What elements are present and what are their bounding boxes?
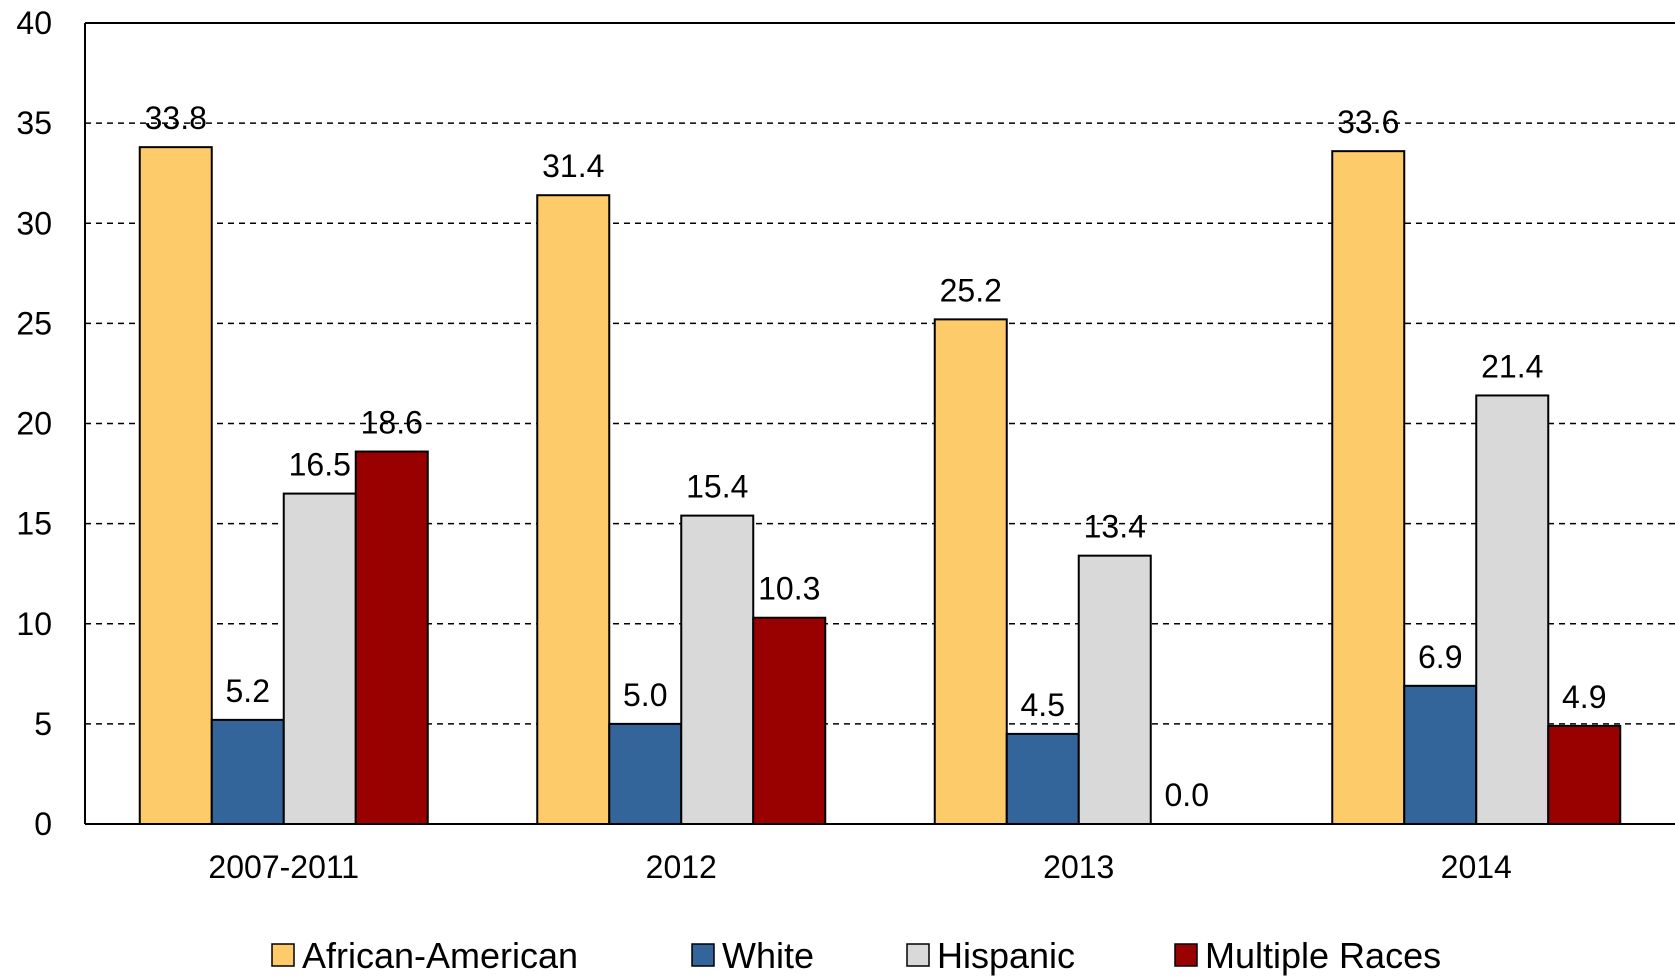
data-label: 33.8 <box>145 100 207 136</box>
data-label: 15.4 <box>686 469 748 505</box>
x-tick-label: 2012 <box>646 849 717 885</box>
y-tick-label: 20 <box>16 406 52 442</box>
data-label: 4.9 <box>1562 679 1606 715</box>
legend-label: African-American <box>302 935 578 976</box>
legend-swatch <box>1174 943 1198 967</box>
y-tick-label: 5 <box>34 706 52 742</box>
data-label: 25.2 <box>940 272 1002 308</box>
data-label: 18.6 <box>361 405 423 441</box>
bar <box>138 146 213 825</box>
x-tick-label: 2007-2011 <box>208 849 359 885</box>
data-label: 33.6 <box>1337 104 1399 140</box>
legend-swatch <box>906 943 930 967</box>
data-label: 5.2 <box>226 673 270 709</box>
legend-swatch <box>691 943 715 967</box>
data-label: 16.5 <box>289 447 351 483</box>
y-tick-label: 40 <box>16 5 52 41</box>
x-tick-label: 2014 <box>1441 849 1512 885</box>
bar <box>680 514 755 825</box>
data-label: 0.0 <box>1165 777 1209 813</box>
bar <box>933 318 1008 825</box>
bar <box>210 718 285 825</box>
legend-label: White <box>722 935 814 976</box>
bar <box>752 616 827 825</box>
legend-item: Hispanic <box>906 935 1075 976</box>
data-label: 31.4 <box>542 148 604 184</box>
bar <box>536 194 611 825</box>
y-tick-label: 25 <box>16 305 52 341</box>
bar <box>1005 732 1080 826</box>
bar <box>1077 554 1152 825</box>
bar <box>354 450 429 825</box>
bar <box>1547 724 1622 825</box>
bar <box>608 722 683 825</box>
legend-item: White <box>691 935 814 976</box>
y-tick-label: 35 <box>16 105 52 141</box>
y-tick-label: 10 <box>16 606 52 642</box>
bar <box>282 492 357 825</box>
data-label: 4.5 <box>1021 687 1065 723</box>
legend-item: Multiple Races <box>1174 935 1441 976</box>
x-tick-label: 2013 <box>1043 849 1114 885</box>
legend-swatch <box>271 943 295 967</box>
data-label: 10.3 <box>758 571 820 607</box>
bar <box>1475 394 1550 825</box>
legend: African-American White Hispanic Multiple Ra… <box>271 935 1441 976</box>
legend-item: African-American <box>271 935 578 976</box>
data-label: 21.4 <box>1481 348 1543 384</box>
bars <box>138 146 1622 826</box>
bar <box>1331 150 1406 826</box>
legend-label: Hispanic <box>937 935 1075 976</box>
bar <box>1403 684 1478 826</box>
data-label: 13.4 <box>1084 509 1146 545</box>
legend-label: Multiple Races <box>1205 935 1441 976</box>
y-tick-label: 30 <box>16 205 52 241</box>
axes <box>84 22 1675 825</box>
y-axis-ticks: 0 5 10 15 20 25 30 35 40 <box>16 5 52 842</box>
y-tick-label: 15 <box>16 506 52 542</box>
y-tick-label: 0 <box>34 806 52 842</box>
data-label: 5.0 <box>623 677 667 713</box>
data-label: 6.9 <box>1418 639 1462 675</box>
x-axis-ticks: 2007-2011 2012 2013 2014 <box>208 849 1511 885</box>
data-labels: 33.8 31.4 25.2 33.6 5.2 5.0 4.5 6.9 16.5 15.4 13.4… <box>145 100 1607 813</box>
